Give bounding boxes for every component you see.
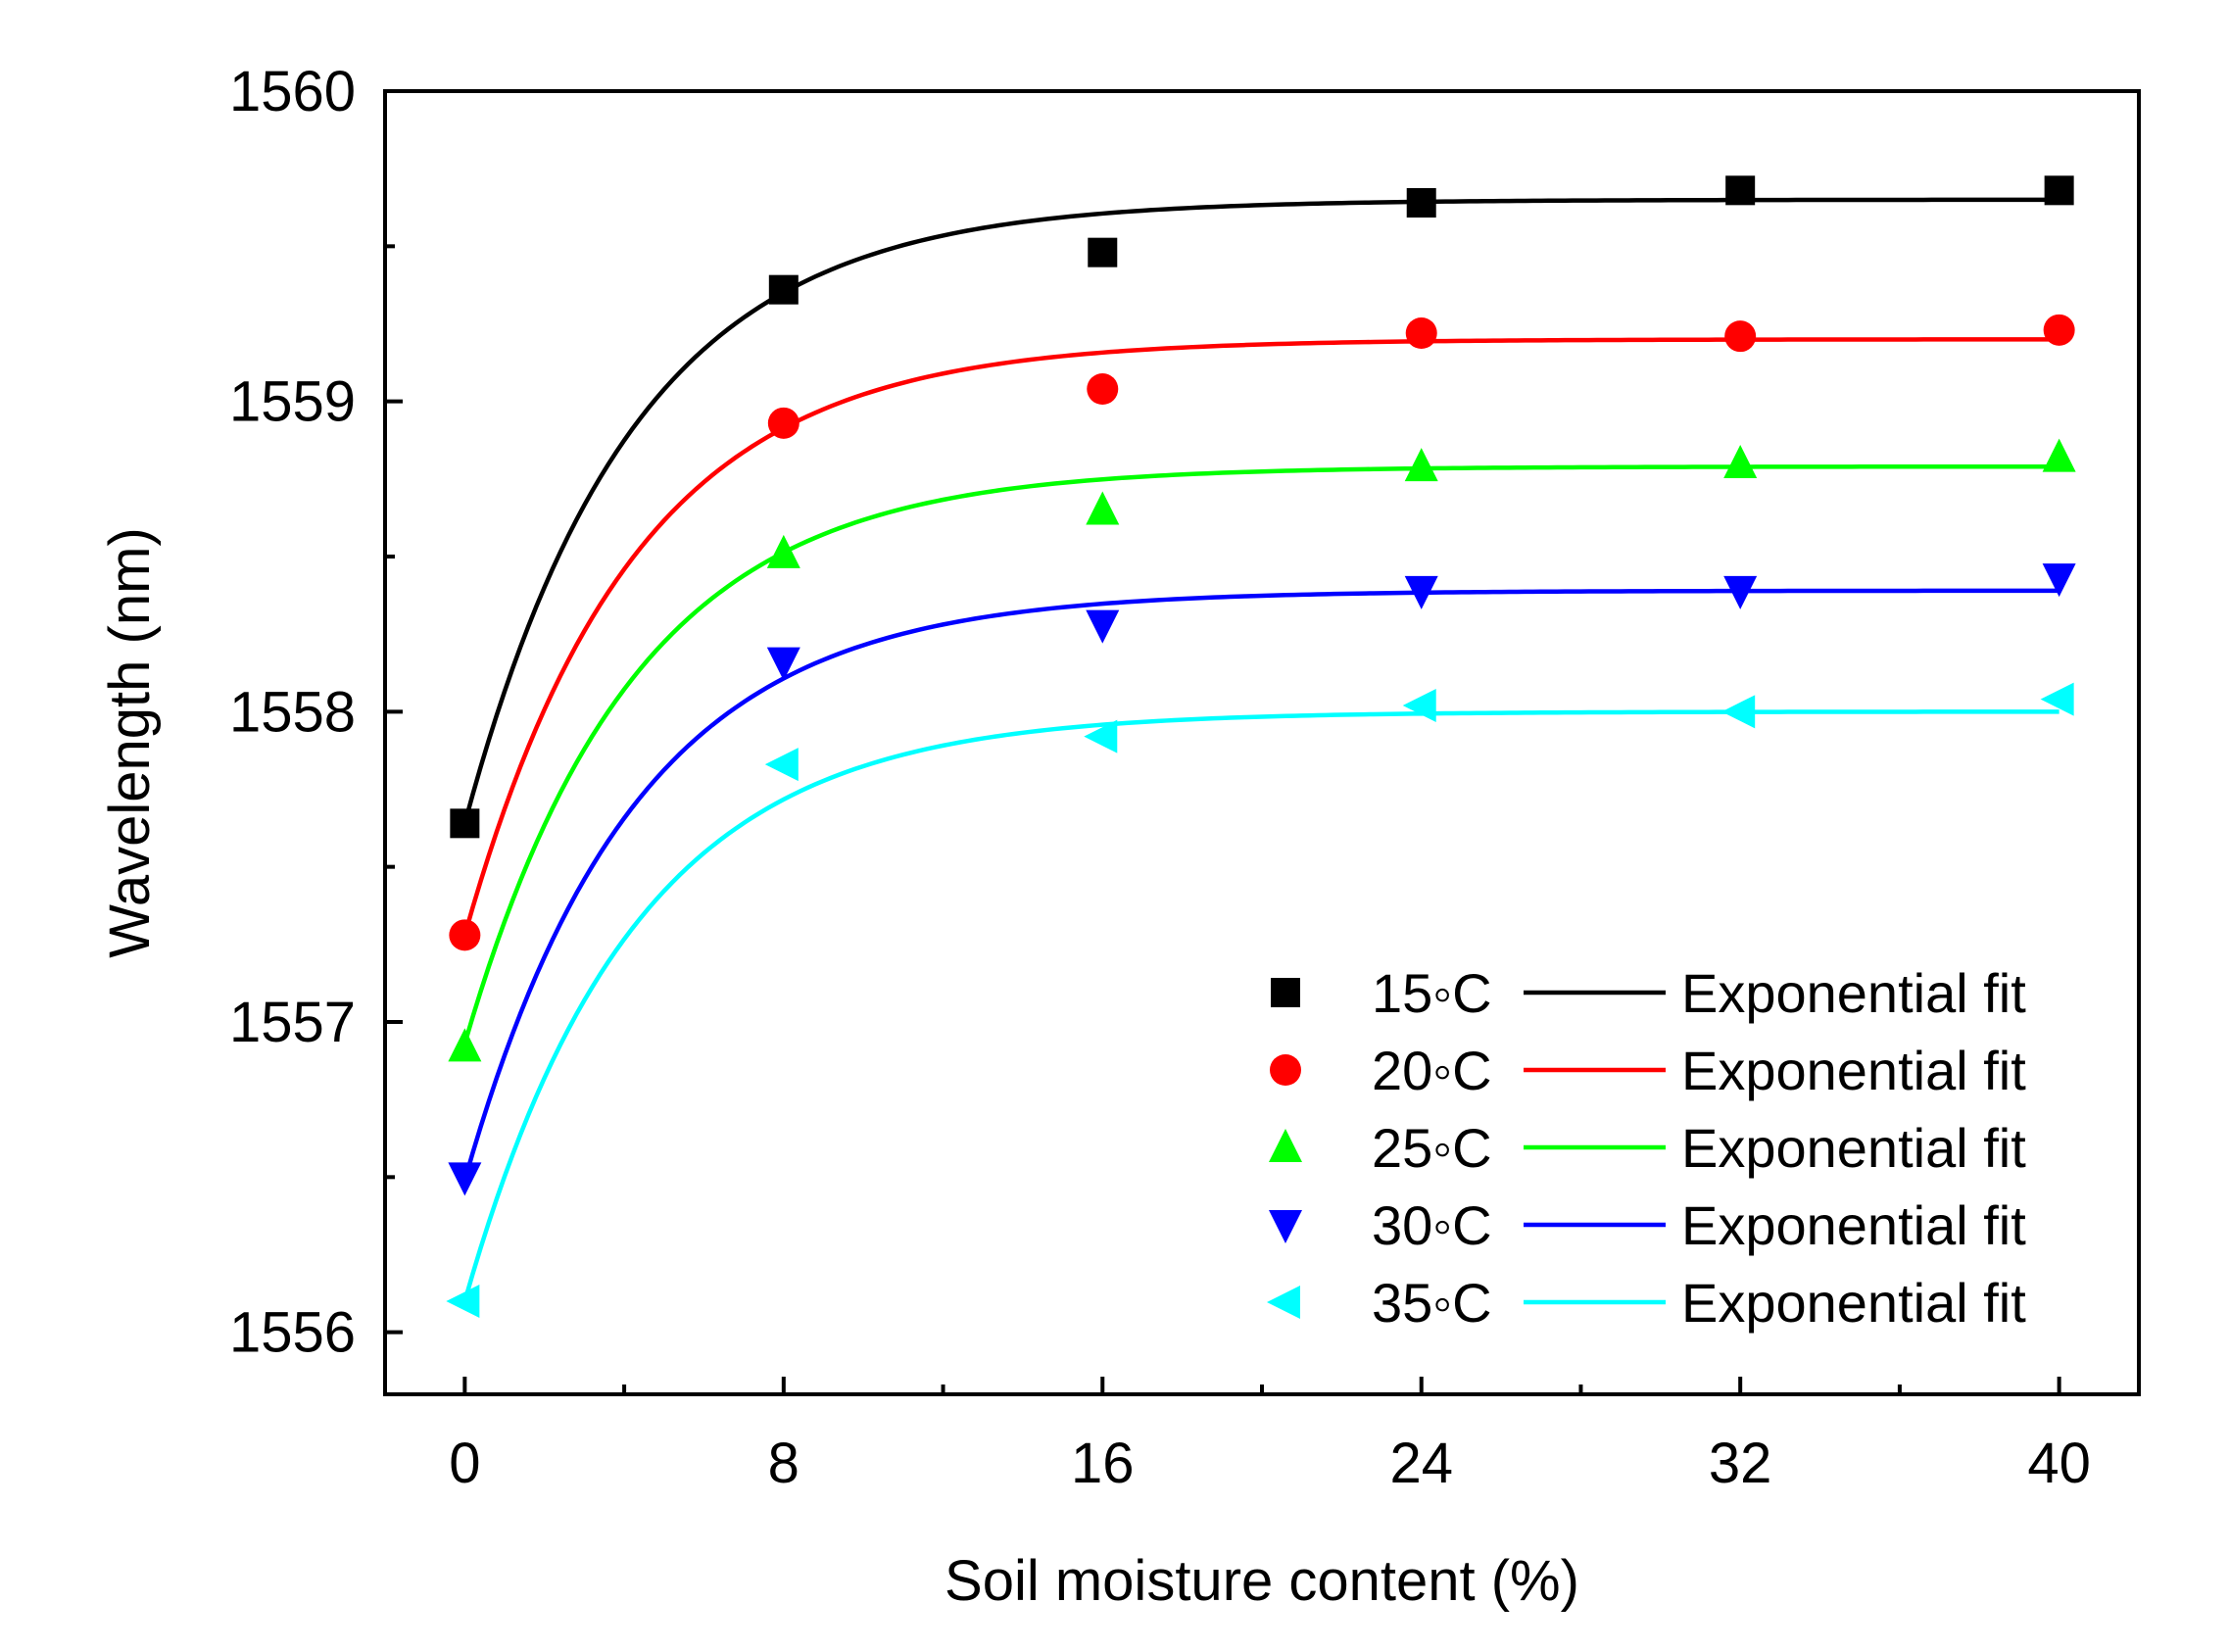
x-tick-label: 0 xyxy=(449,1432,480,1495)
legend-entry: 20◦C Exponential fit xyxy=(1270,1040,2026,1101)
y-tick-label: 1558 xyxy=(229,680,356,744)
legend-entry: 25◦C Exponential fit xyxy=(1269,1117,2026,1179)
data-point xyxy=(448,1162,482,1196)
legend-marker xyxy=(1269,1210,1302,1243)
data-point xyxy=(1405,317,1437,349)
x-tick-label: 8 xyxy=(768,1432,800,1495)
x-axis-title: Soil moisture content (%) xyxy=(945,1549,1579,1613)
data-point xyxy=(1084,719,1118,753)
data-point xyxy=(1402,689,1436,722)
legend-marker xyxy=(1267,1286,1300,1319)
data-point xyxy=(1086,491,1120,525)
data-point xyxy=(2044,175,2074,206)
legend-marker xyxy=(1271,978,1300,1007)
data-point xyxy=(1723,445,1758,478)
y-axis-title: Wavelength (nm) xyxy=(98,527,162,957)
data-point xyxy=(1725,175,1756,206)
legend-fit-label: Exponential fit xyxy=(1681,1117,2026,1179)
legend-entry: 15◦C Exponential fit xyxy=(1271,962,2026,1024)
data-point xyxy=(450,808,480,839)
plot-frame xyxy=(383,89,2141,1396)
tick-labels: 0 8 16 24 32 40 1556 1557 1558 1559 1560 xyxy=(229,60,2091,1495)
data-point xyxy=(446,1285,480,1318)
data-point xyxy=(764,748,799,782)
legend-series-label: 20◦C xyxy=(1372,1040,1492,1101)
fit-curve-4 xyxy=(462,588,2059,1182)
data-point xyxy=(2043,314,2075,346)
legend-fit-label: Exponential fit xyxy=(1681,1272,2026,1334)
data-point xyxy=(1723,575,1758,609)
data-point xyxy=(2042,563,2076,598)
legend-marker xyxy=(1270,1054,1301,1086)
fit-curves xyxy=(462,197,2059,1302)
data-point xyxy=(449,919,481,951)
legend-series-label: 15◦C xyxy=(1372,962,1492,1024)
data-point xyxy=(1406,188,1436,218)
data-point xyxy=(1086,609,1120,644)
legend-entry: 30◦C Exponential fit xyxy=(1269,1194,2026,1256)
x-tick-label: 16 xyxy=(1071,1432,1135,1495)
data-point xyxy=(1404,448,1438,482)
data-point xyxy=(2042,438,2076,472)
data-point xyxy=(1721,695,1756,729)
fit-curve-1 xyxy=(462,197,2059,824)
fit-curve-5 xyxy=(462,709,2059,1302)
x-tick-label: 24 xyxy=(1389,1432,1453,1495)
legend-series-label: 35◦C xyxy=(1372,1272,1492,1334)
legend-series-label: 30◦C xyxy=(1372,1194,1492,1256)
x-tick-label: 32 xyxy=(1709,1432,1772,1495)
y-tick-label: 1557 xyxy=(229,991,356,1054)
y-tick-label: 1559 xyxy=(229,370,356,434)
x-tick-label: 40 xyxy=(2027,1432,2091,1495)
legend-marker xyxy=(1269,1129,1302,1162)
data-point xyxy=(1087,373,1119,405)
data-point xyxy=(1088,237,1118,267)
legend-series-label: 25◦C xyxy=(1372,1117,1492,1179)
legend-fit-label: Exponential fit xyxy=(1681,1040,2026,1101)
data-point xyxy=(767,407,800,439)
y-tick-label: 1556 xyxy=(229,1301,356,1365)
data-markers xyxy=(446,175,2076,1318)
data-point xyxy=(1404,575,1438,609)
data-point xyxy=(1724,320,1757,353)
data-point xyxy=(448,1028,482,1062)
fit-curve-3 xyxy=(462,463,2059,1045)
fit-curve-2 xyxy=(462,337,2059,936)
legend-entry: 35◦C Exponential fit xyxy=(1267,1272,2026,1334)
data-point xyxy=(766,534,800,568)
legend-fit-label: Exponential fit xyxy=(1681,1194,2026,1256)
data-point xyxy=(766,647,800,681)
legend-fit-label: Exponential fit xyxy=(1681,962,2026,1024)
data-point xyxy=(2040,682,2074,716)
data-point xyxy=(768,274,799,305)
y-tick-label: 1560 xyxy=(229,60,356,123)
